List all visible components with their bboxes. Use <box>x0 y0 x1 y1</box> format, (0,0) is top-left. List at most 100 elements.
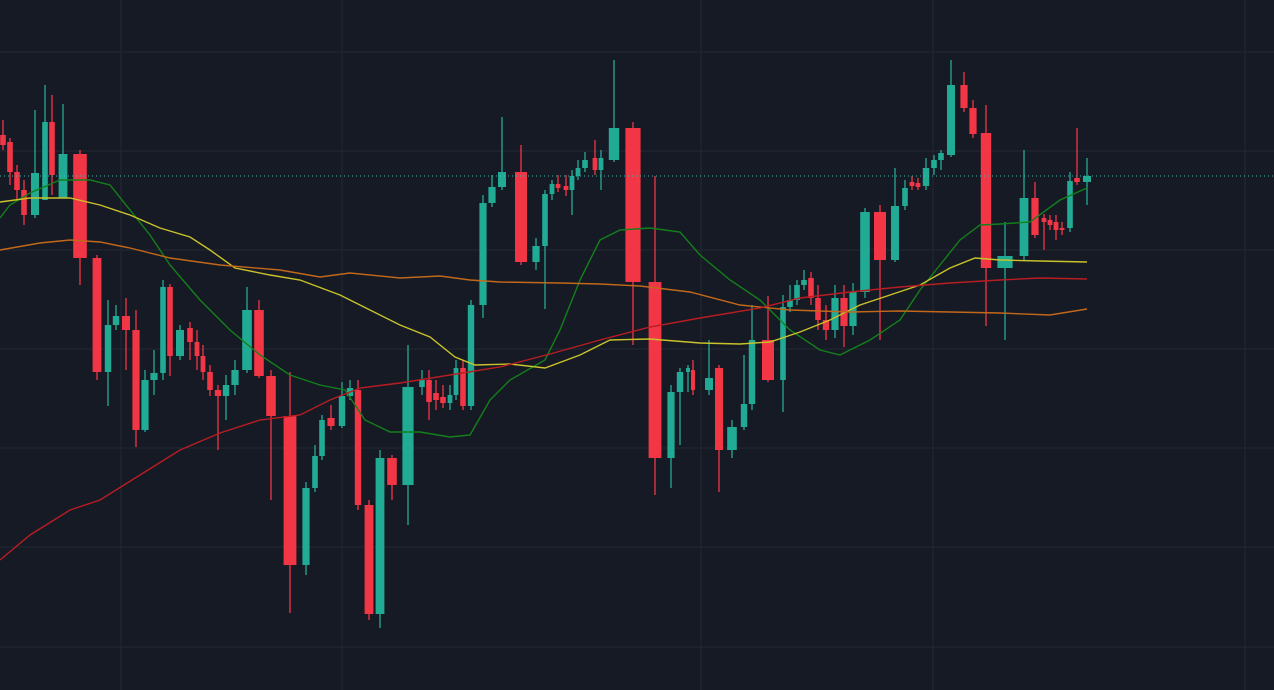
candle-body <box>112 316 120 325</box>
candle-body <box>931 160 937 168</box>
candle-body <box>1067 181 1073 228</box>
candle-body <box>498 172 506 187</box>
candle-body <box>532 246 540 262</box>
candle-body <box>780 307 786 380</box>
candle-body <box>0 135 6 145</box>
candle-body <box>200 356 206 372</box>
candle-body <box>387 458 397 485</box>
candle-body <box>467 305 475 406</box>
candle-body <box>915 183 921 187</box>
candle-body <box>419 380 425 387</box>
moving-average <box>0 277 1088 561</box>
candle-body <box>938 153 944 160</box>
candle-body <box>980 133 992 268</box>
candle-body <box>997 256 1013 268</box>
candle-body <box>727 427 737 450</box>
candle-body <box>375 458 385 614</box>
candle-body <box>542 194 548 246</box>
candle-body <box>453 368 459 395</box>
candle-body <box>705 378 713 390</box>
candle-body <box>242 310 252 370</box>
candle-body <box>447 395 453 403</box>
candle-body <box>625 128 641 282</box>
candle-body <box>176 330 184 356</box>
candle-body <box>969 108 977 134</box>
candle-body <box>141 380 149 430</box>
moving-average <box>0 179 1088 438</box>
candle-body <box>598 158 604 170</box>
candle-body <box>822 320 830 330</box>
candle-body <box>960 85 968 108</box>
candle-body <box>73 154 87 258</box>
candle-body <box>231 370 239 385</box>
candle-body <box>748 340 756 404</box>
candle-body <box>1074 178 1080 182</box>
candle-body <box>426 380 432 402</box>
candle-body <box>338 396 346 426</box>
candle-body <box>214 390 222 396</box>
candle-body <box>1041 218 1047 222</box>
candle-body <box>1019 198 1029 256</box>
candle-body <box>364 505 374 614</box>
candle-body <box>488 187 496 203</box>
candle-body <box>42 122 48 200</box>
candle-body <box>1083 176 1091 182</box>
candle-body <box>686 368 690 372</box>
moving-average <box>0 239 1088 316</box>
candle-body <box>21 190 27 215</box>
candle-body <box>1053 222 1059 230</box>
candle-body <box>440 397 446 403</box>
candle-body <box>555 184 561 188</box>
candle-body <box>254 310 264 376</box>
candle-body <box>460 368 466 406</box>
candle-body <box>302 488 310 565</box>
candle-body <box>283 416 297 565</box>
candle-body <box>608 128 620 160</box>
candle-body <box>160 287 166 373</box>
candle-body <box>7 142 13 172</box>
candle-body <box>433 393 439 400</box>
candle-body <box>194 342 200 356</box>
candle-body <box>92 258 102 372</box>
candle-body <box>150 373 158 380</box>
candle-body <box>222 385 230 396</box>
candle-body <box>648 282 662 458</box>
candle-body <box>947 85 955 155</box>
candle-body <box>1047 220 1053 225</box>
candle-body <box>207 372 213 390</box>
candle-body <box>563 186 569 190</box>
candle-body <box>319 420 325 456</box>
candle-body <box>582 160 588 168</box>
candle-body <box>676 372 684 392</box>
candle-body <box>831 298 839 330</box>
candle-body <box>891 206 899 260</box>
candle-body <box>667 392 675 458</box>
candle-body <box>104 325 112 372</box>
candle-body <box>691 370 695 390</box>
candle-body <box>787 300 793 307</box>
candle-body <box>922 168 930 186</box>
candle-body <box>58 154 68 198</box>
candle-body <box>801 280 807 285</box>
candle-body <box>1031 198 1039 235</box>
candle-body <box>815 298 821 320</box>
candle-body <box>575 168 581 176</box>
candle-body <box>515 172 527 262</box>
candle-body <box>327 418 335 426</box>
candle-body <box>569 176 575 190</box>
candle-body <box>1059 228 1065 230</box>
candle-body <box>715 368 723 450</box>
candle-body <box>14 172 20 190</box>
candle-body <box>592 158 598 170</box>
candle-body <box>740 404 748 427</box>
candle-body <box>167 287 173 356</box>
candle-body <box>31 173 39 215</box>
candle-body <box>808 278 814 298</box>
candle-body <box>354 390 362 505</box>
candle-body <box>266 376 276 416</box>
candle-body <box>874 212 886 260</box>
candle-body <box>402 387 414 485</box>
candle-body <box>187 328 193 342</box>
